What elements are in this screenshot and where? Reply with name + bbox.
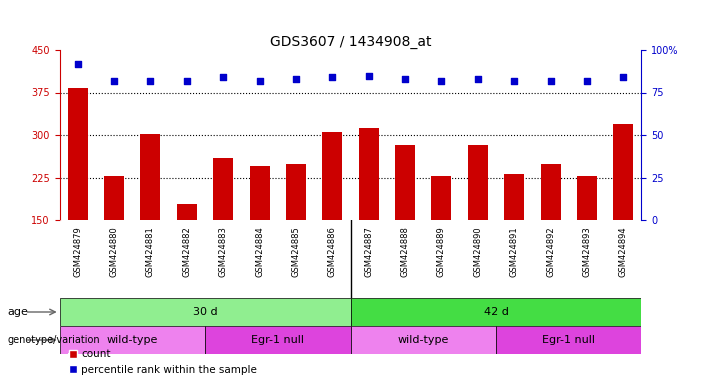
Bar <box>60 326 205 354</box>
Text: GSM424881: GSM424881 <box>146 226 155 277</box>
Bar <box>431 176 451 220</box>
Point <box>400 76 411 82</box>
Text: GSM424894: GSM424894 <box>619 226 627 277</box>
Point <box>290 76 301 82</box>
Point <box>618 74 629 80</box>
Bar <box>177 204 197 220</box>
Bar <box>68 88 88 220</box>
Bar <box>359 128 379 220</box>
Text: GSM424880: GSM424880 <box>109 226 118 277</box>
Bar <box>395 145 415 220</box>
Text: Egr-1 null: Egr-1 null <box>251 335 304 345</box>
Point <box>581 78 592 84</box>
Bar <box>468 145 488 220</box>
Point <box>254 78 265 84</box>
Text: GSM424890: GSM424890 <box>473 226 482 277</box>
Text: 30 d: 30 d <box>193 307 217 317</box>
Text: GSM424888: GSM424888 <box>400 226 409 277</box>
Bar <box>504 174 524 220</box>
Text: GSM424879: GSM424879 <box>74 226 82 277</box>
Text: GSM424883: GSM424883 <box>219 226 228 277</box>
Text: GSM424887: GSM424887 <box>365 226 373 277</box>
Bar <box>213 158 233 220</box>
Bar <box>140 134 161 220</box>
Point <box>472 76 484 82</box>
Bar <box>60 298 350 326</box>
Point <box>217 74 229 80</box>
Text: Egr-1 null: Egr-1 null <box>542 335 595 345</box>
Bar <box>205 326 350 354</box>
Bar <box>577 176 597 220</box>
Text: GSM424892: GSM424892 <box>546 226 555 277</box>
Text: GSM424893: GSM424893 <box>583 226 592 277</box>
Bar <box>322 132 342 220</box>
Text: GSM424885: GSM424885 <box>292 226 301 277</box>
Text: wild-type: wild-type <box>397 335 449 345</box>
Bar <box>540 164 561 220</box>
Text: GSM424886: GSM424886 <box>328 226 336 277</box>
Text: GSM424882: GSM424882 <box>182 226 191 277</box>
Bar <box>613 124 633 220</box>
Text: genotype/variation: genotype/variation <box>7 335 100 345</box>
Text: GSM424889: GSM424889 <box>437 226 446 277</box>
Bar <box>286 164 306 220</box>
Point <box>508 78 519 84</box>
Point <box>545 78 556 84</box>
Text: GSM424891: GSM424891 <box>510 226 519 277</box>
Point <box>363 73 374 79</box>
Bar <box>496 326 641 354</box>
Bar <box>250 166 270 220</box>
Point <box>72 61 83 67</box>
Point <box>436 78 447 84</box>
Point <box>145 78 156 84</box>
Bar <box>104 176 124 220</box>
Point <box>327 74 338 80</box>
Title: GDS3607 / 1434908_at: GDS3607 / 1434908_at <box>270 35 431 49</box>
Legend: count, percentile rank within the sample: count, percentile rank within the sample <box>64 345 261 379</box>
Text: age: age <box>7 307 28 317</box>
Bar <box>350 326 496 354</box>
Text: GSM424884: GSM424884 <box>255 226 264 277</box>
Bar <box>350 298 641 326</box>
Point <box>182 78 193 84</box>
Point <box>109 78 120 84</box>
Text: wild-type: wild-type <box>107 335 158 345</box>
Text: 42 d: 42 d <box>484 307 508 317</box>
